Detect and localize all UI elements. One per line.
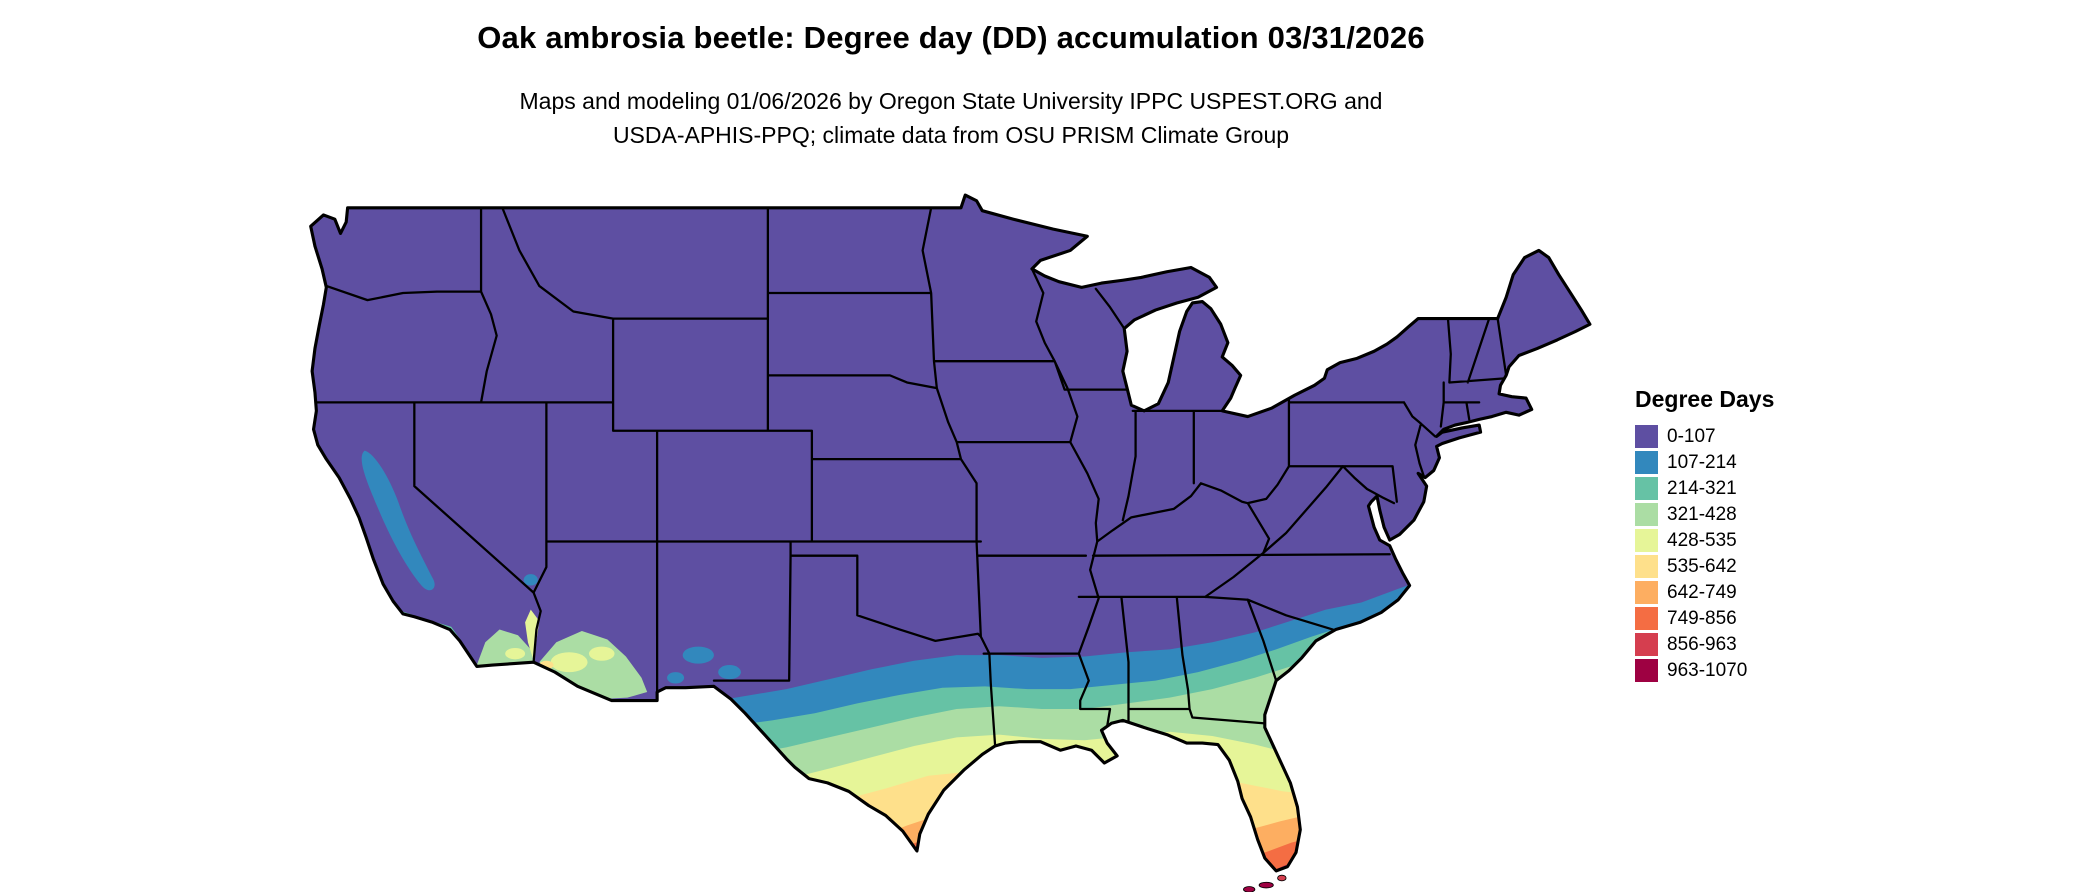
legend-swatch — [1635, 555, 1658, 578]
legend-label: 214-321 — [1667, 477, 1737, 499]
legend-swatch — [1635, 659, 1658, 682]
nm-blue-patch-2 — [718, 665, 741, 680]
us-degree-day-map — [309, 193, 1592, 892]
legend-swatch — [1635, 581, 1658, 604]
dd-zone-9 — [1212, 872, 1382, 892]
legend-title: Degree Days — [1635, 386, 1775, 412]
legend-label: 107-214 — [1667, 451, 1737, 473]
legend-item: 642-749 — [1635, 581, 1895, 604]
subtitle-line-1: Maps and modeling 01/06/2026 by Oregon S… — [519, 88, 1383, 114]
legend-item: 0-107 — [1635, 425, 1895, 448]
legend-label: 428-535 — [1667, 529, 1737, 551]
dd-zone-4 — [630, 731, 1468, 871]
legend-item: 214-321 — [1635, 477, 1895, 500]
legend-swatch — [1635, 503, 1658, 526]
ca-central-valley-patch — [361, 450, 435, 591]
az-yellow-patch-2 — [588, 646, 615, 661]
legend-swatch — [1635, 425, 1658, 448]
legend-item: 428-535 — [1635, 529, 1895, 552]
legend-item: 107-214 — [1635, 451, 1895, 474]
legend-item: 749-856 — [1635, 607, 1895, 630]
legend-label: 642-749 — [1667, 581, 1737, 603]
legend-swatch — [1635, 529, 1658, 552]
legend-label: 856-963 — [1667, 633, 1737, 655]
legend-label: 321-428 — [1667, 503, 1737, 525]
az-yellow-patch-1 — [550, 652, 588, 673]
legend-label: 535-642 — [1667, 555, 1737, 577]
subtitle-line-2: USDA-APHIS-PPQ; climate data from OSU PR… — [612, 122, 1290, 148]
legend-item: 856-963 — [1635, 633, 1895, 656]
florida-keys-1 — [1258, 881, 1274, 889]
az-desert-patch — [539, 630, 648, 700]
colorado-river-patch — [525, 609, 540, 661]
state-borders — [313, 206, 1508, 746]
legend-label: 749-856 — [1667, 607, 1737, 629]
nv-blue-patch — [523, 574, 538, 586]
legend-swatch — [1635, 477, 1658, 500]
florida-keys-2 — [1243, 886, 1256, 892]
legend-swatch — [1635, 633, 1658, 656]
legend-label: 963-1070 — [1667, 659, 1748, 681]
legend-swatch — [1635, 451, 1658, 474]
dd-zone-5 — [686, 771, 1468, 871]
page-title: Oak ambrosia beetle: Degree day (DD) acc… — [477, 20, 1425, 55]
legend-item: 535-642 — [1635, 555, 1895, 578]
legend-item: 963-1070 — [1635, 659, 1895, 682]
legend: Degree Days 0-107 107-214 214-321 321-428 42… — [1635, 386, 1895, 685]
legend-swatch — [1635, 607, 1658, 630]
florida-keys-3 — [1277, 874, 1287, 882]
legend-item: 321-428 — [1635, 503, 1895, 526]
us-outline — [309, 193, 1592, 873]
subtitle: Maps and modeling 01/06/2026 by Oregon S… — [0, 84, 1902, 152]
nm-blue-patch-1 — [682, 646, 714, 664]
nm-blue-patch-3 — [667, 672, 685, 684]
legend-label: 0-107 — [1667, 425, 1716, 447]
legend-items: 0-107 107-214 214-321 321-428 428-535 535-642… — [1635, 425, 1895, 682]
socal-yellow-patch — [505, 647, 526, 660]
